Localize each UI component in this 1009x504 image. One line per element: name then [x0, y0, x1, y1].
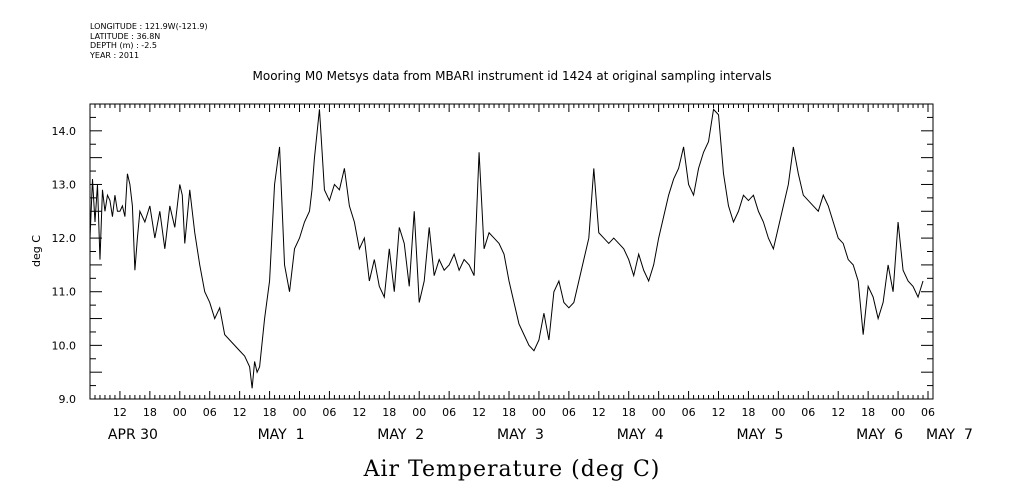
x-hour-label: 00 [891, 406, 905, 419]
x-hour-label: 06 [682, 406, 696, 419]
y-axis: 9.0 10.0 11.0 12.0 13.0 14.0 [52, 103, 933, 406]
x-hour-label: 06 [801, 406, 815, 419]
x-date-label: MAY 4 [617, 427, 664, 443]
x-hour-label: 12 [831, 406, 845, 419]
longitude-label: LONGITUDE : 121.9W(-121.9) [90, 22, 208, 31]
x-date-label: APR 30 [108, 427, 158, 443]
chart-title: Mooring M0 Metsys data from MBARI instru… [253, 69, 772, 83]
x-hour-label: 18 [382, 406, 396, 419]
x-hour-label: 18 [622, 406, 636, 419]
x-hour-label: 12 [712, 406, 726, 419]
x-date-label: MAY 7 [926, 427, 973, 443]
y-tick-label: 13.0 [52, 178, 77, 191]
plot-frame [89, 103, 934, 400]
x-hour-label: 18 [263, 406, 277, 419]
x-date-label: MAY 2 [377, 427, 424, 443]
x-hour-label: 00 [173, 406, 187, 419]
x-date-label: MAY 1 [258, 427, 305, 443]
x-hour-label: 18 [502, 406, 516, 419]
x-hour-label: 06 [562, 406, 576, 419]
latitude-label: LATITUDE : 36.8N [90, 31, 161, 41]
y-tick-label: 14.0 [52, 125, 77, 138]
x-date-label: MAY 6 [856, 427, 903, 443]
y-tick-label: 10.0 [52, 339, 77, 352]
y-tick-label: 11.0 [52, 286, 77, 299]
temperature-series-line [89, 108, 924, 389]
x-hour-label: 12 [113, 406, 127, 419]
x-date-label: MAY 5 [736, 427, 783, 443]
x-hour-label: 18 [861, 406, 875, 419]
x-hour-label: 06 [203, 406, 217, 419]
x-hour-label: 00 [652, 406, 666, 419]
station-metadata: LONGITUDE : 121.9W(-121.9) LATITUDE : 36… [90, 22, 208, 60]
x-hour-label: 06 [442, 406, 456, 419]
x-hour-label: 18 [741, 406, 755, 419]
depth-label: DEPTH (m) : -2.5 [90, 41, 157, 50]
y-tick-label: 9.0 [59, 393, 77, 406]
x-date-label: MAY 3 [497, 427, 544, 443]
x-hour-label: 12 [233, 406, 247, 419]
y-tick-label: 12.0 [52, 232, 77, 245]
x-axis-title: Air Temperature (deg C) [363, 457, 661, 482]
x-hour-label: 00 [293, 406, 307, 419]
x-hour-label: 18 [143, 406, 157, 419]
year-label: YEAR : 2011 [90, 50, 140, 60]
x-axis: 12 18 00 06 12 18 00 06 12 18 00 06 12 18 00 06 12 18 00 06… [89, 104, 973, 443]
x-hour-label: 12 [592, 406, 606, 419]
x-hour-label: 00 [771, 406, 785, 419]
y-axis-label: deg C [30, 235, 43, 267]
x-hour-label: 06 [921, 406, 935, 419]
x-hour-label: 12 [352, 406, 366, 419]
x-hour-label: 12 [472, 406, 486, 419]
x-hour-label: 00 [412, 406, 426, 419]
x-hour-label: 00 [532, 406, 546, 419]
x-hour-label: 06 [322, 406, 336, 419]
